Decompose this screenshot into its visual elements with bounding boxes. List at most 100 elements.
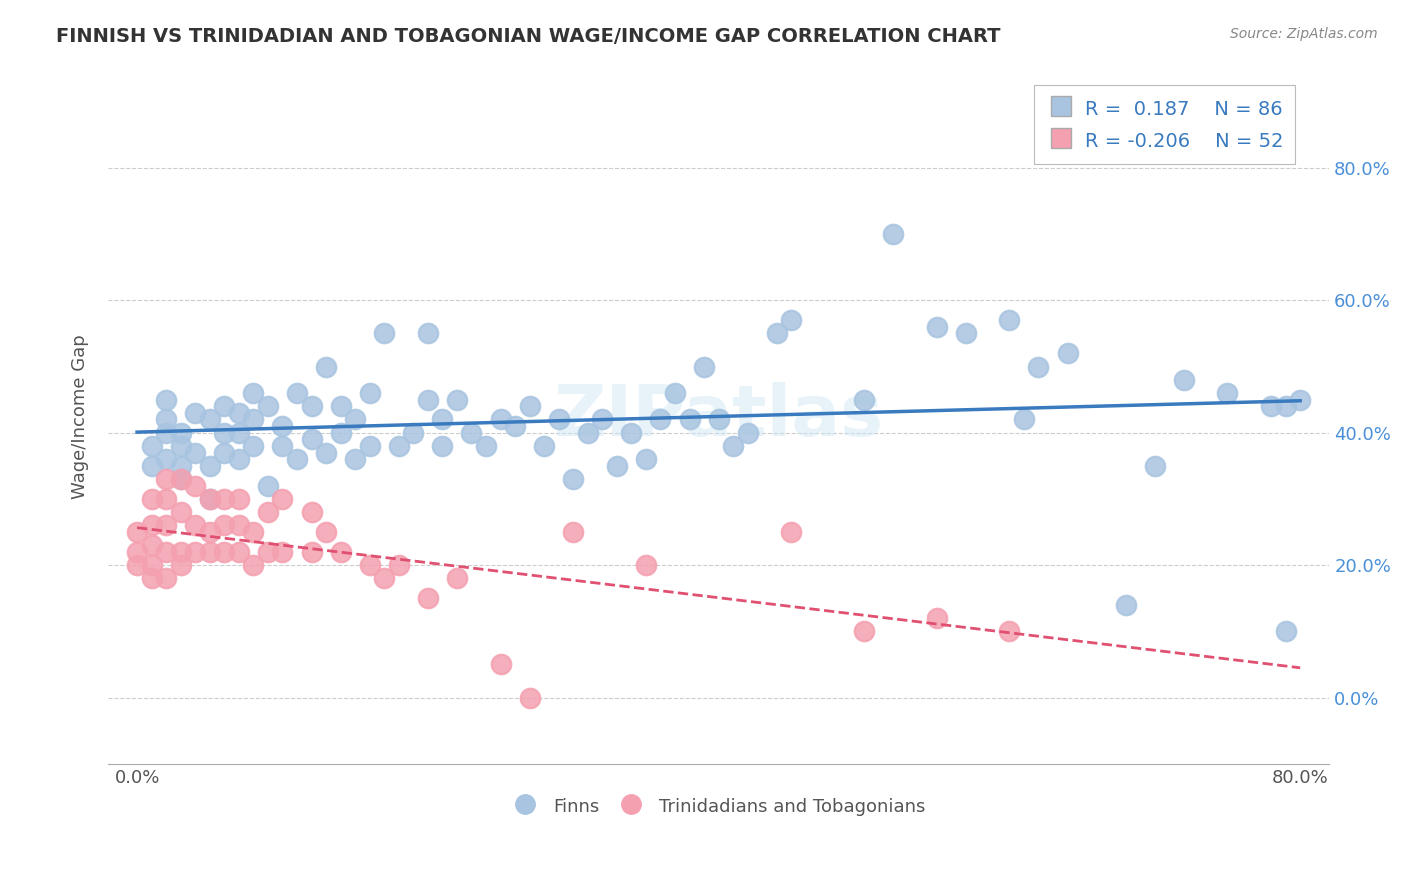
- Point: [344, 412, 367, 426]
- Point: [214, 445, 236, 459]
- Point: [141, 439, 163, 453]
- Point: [271, 491, 294, 506]
- Point: [359, 386, 381, 401]
- Point: [228, 491, 250, 506]
- Point: [765, 326, 787, 341]
- Point: [650, 412, 672, 426]
- Point: [155, 425, 177, 440]
- Point: [737, 425, 759, 440]
- Point: [1012, 412, 1035, 426]
- Point: [576, 425, 599, 440]
- Point: [214, 545, 236, 559]
- Point: [373, 326, 395, 341]
- Point: [475, 439, 498, 453]
- Point: [664, 386, 686, 401]
- Point: [707, 412, 730, 426]
- Point: [170, 425, 193, 440]
- Legend: Finns, Trinidadians and Tobagonians: Finns, Trinidadians and Tobagonians: [505, 788, 932, 824]
- Point: [780, 313, 803, 327]
- Point: [257, 399, 280, 413]
- Point: [402, 425, 425, 440]
- Point: [853, 624, 876, 639]
- Point: [1260, 399, 1282, 413]
- Point: [432, 412, 454, 426]
- Point: [693, 359, 716, 374]
- Point: [547, 412, 569, 426]
- Point: [489, 657, 512, 672]
- Point: [416, 591, 439, 606]
- Point: [853, 392, 876, 407]
- Point: [155, 452, 177, 467]
- Point: [155, 392, 177, 407]
- Point: [184, 518, 207, 533]
- Point: [214, 425, 236, 440]
- Point: [198, 524, 221, 539]
- Point: [155, 412, 177, 426]
- Point: [1028, 359, 1050, 374]
- Point: [170, 472, 193, 486]
- Point: [359, 558, 381, 573]
- Point: [1216, 386, 1239, 401]
- Point: [285, 386, 308, 401]
- Point: [184, 445, 207, 459]
- Point: [315, 445, 337, 459]
- Point: [198, 412, 221, 426]
- Point: [503, 419, 526, 434]
- Point: [214, 399, 236, 413]
- Point: [155, 491, 177, 506]
- Y-axis label: Wage/Income Gap: Wage/Income Gap: [72, 334, 89, 499]
- Point: [257, 545, 280, 559]
- Point: [998, 624, 1021, 639]
- Point: [721, 439, 744, 453]
- Point: [271, 419, 294, 434]
- Point: [155, 472, 177, 486]
- Point: [1115, 598, 1137, 612]
- Point: [460, 425, 482, 440]
- Text: ZIPatlas: ZIPatlas: [554, 382, 884, 450]
- Point: [634, 452, 657, 467]
- Point: [329, 425, 352, 440]
- Point: [228, 518, 250, 533]
- Point: [416, 326, 439, 341]
- Point: [285, 452, 308, 467]
- Point: [780, 524, 803, 539]
- Point: [184, 545, 207, 559]
- Point: [1274, 399, 1296, 413]
- Point: [416, 392, 439, 407]
- Point: [315, 524, 337, 539]
- Point: [489, 412, 512, 426]
- Point: [432, 439, 454, 453]
- Point: [271, 545, 294, 559]
- Point: [228, 425, 250, 440]
- Point: [388, 558, 411, 573]
- Point: [344, 452, 367, 467]
- Point: [882, 227, 904, 241]
- Point: [998, 313, 1021, 327]
- Point: [315, 359, 337, 374]
- Point: [388, 439, 411, 453]
- Point: [562, 524, 585, 539]
- Point: [198, 491, 221, 506]
- Point: [519, 690, 541, 705]
- Point: [359, 439, 381, 453]
- Point: [329, 399, 352, 413]
- Point: [141, 571, 163, 585]
- Point: [591, 412, 613, 426]
- Point: [198, 545, 221, 559]
- Point: [155, 545, 177, 559]
- Point: [955, 326, 977, 341]
- Point: [301, 399, 323, 413]
- Point: [257, 505, 280, 519]
- Point: [925, 611, 948, 625]
- Point: [155, 518, 177, 533]
- Point: [678, 412, 700, 426]
- Point: [184, 406, 207, 420]
- Point: [242, 524, 264, 539]
- Point: [620, 425, 643, 440]
- Point: [198, 458, 221, 473]
- Point: [170, 505, 193, 519]
- Point: [257, 479, 280, 493]
- Point: [1173, 373, 1195, 387]
- Point: [141, 518, 163, 533]
- Text: FINNISH VS TRINIDADIAN AND TOBAGONIAN WAGE/INCOME GAP CORRELATION CHART: FINNISH VS TRINIDADIAN AND TOBAGONIAN WA…: [56, 27, 1001, 45]
